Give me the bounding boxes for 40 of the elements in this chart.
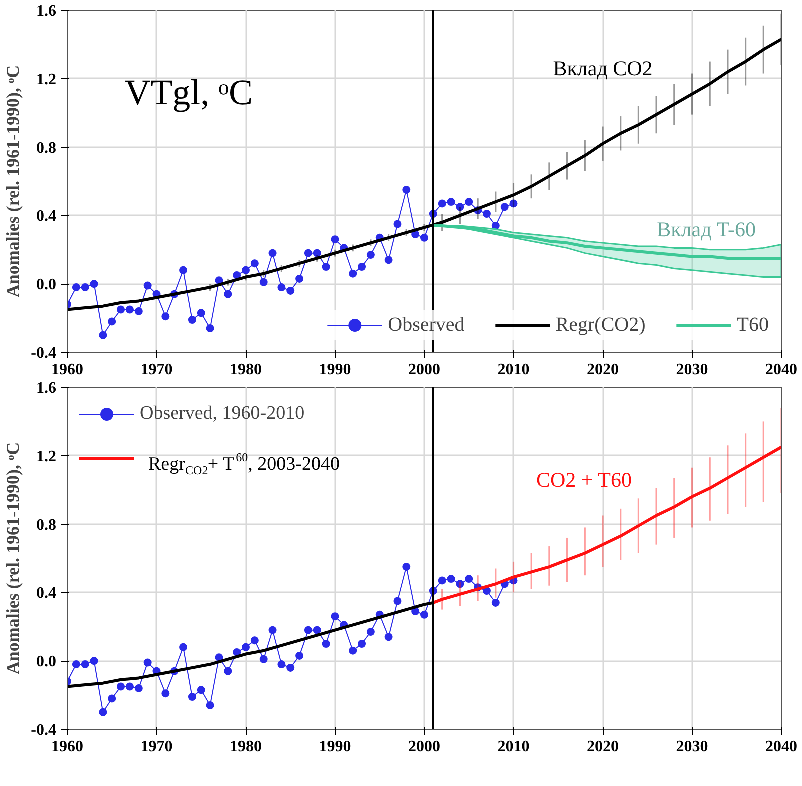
y-axis-title: Anomalies (rel. 1961-1990), ᵒC [3,65,24,298]
x-tick-label: 2040 [766,362,798,378]
x-tick-label: 1990 [319,738,352,756]
x-tick-label: 2010 [498,738,530,756]
y-tick-label: -0.4 [31,722,56,739]
y-tick-label: 1.2 [36,71,56,88]
x-tick-label: 2040 [766,738,798,756]
y-tick-label: 0.8 [36,140,56,157]
x-tick-label: 1980 [230,362,262,378]
y-axis-title: Anomalies (rel. 1961-1990), ᵒC [3,442,24,675]
x-tick-label: 1970 [140,362,173,378]
y-tick-label: 0.0 [36,276,56,294]
legend-label: T60 [736,312,769,338]
x-tick-label: 2020 [587,738,619,756]
y-tick-label: 0.8 [36,516,56,534]
annotation: CO2 + T60 [536,468,632,492]
y-tick-label: 1.6 [36,380,56,397]
y-tick-label: 0.0 [36,654,56,671]
legend-label: Observed [388,312,465,338]
x-tick-label: 2030 [676,362,708,378]
y-tick-label: 1.2 [36,448,56,466]
y-tick-label: 1.6 [36,3,56,20]
x-tick-label: 2010 [498,362,530,378]
legend-label: Observed, 1960-2010 [140,402,305,426]
x-tick-label: 1960 [52,362,84,378]
x-tick-label: 1970 [140,738,173,756]
annotation: Вклад T-60 [657,217,756,242]
y-tick-label: 0.4 [36,208,56,226]
x-tick-label: 2000 [408,738,440,756]
x-tick-label: 1960 [52,738,84,756]
x-tick-label: 1990 [319,362,352,378]
y-tick-label: 0.4 [36,585,56,602]
annotation: Вклад CO2 [553,56,653,81]
x-tick-label: 1980 [230,738,262,756]
x-tick-label: 2000 [408,362,440,378]
annotation: VTgl, ᵒC [124,72,254,113]
x-tick-label: 2020 [587,362,619,378]
x-tick-label: 2030 [676,738,708,756]
legend-label: Regr(CO2) [556,312,646,338]
y-tick-label: -0.4 [31,345,56,362]
